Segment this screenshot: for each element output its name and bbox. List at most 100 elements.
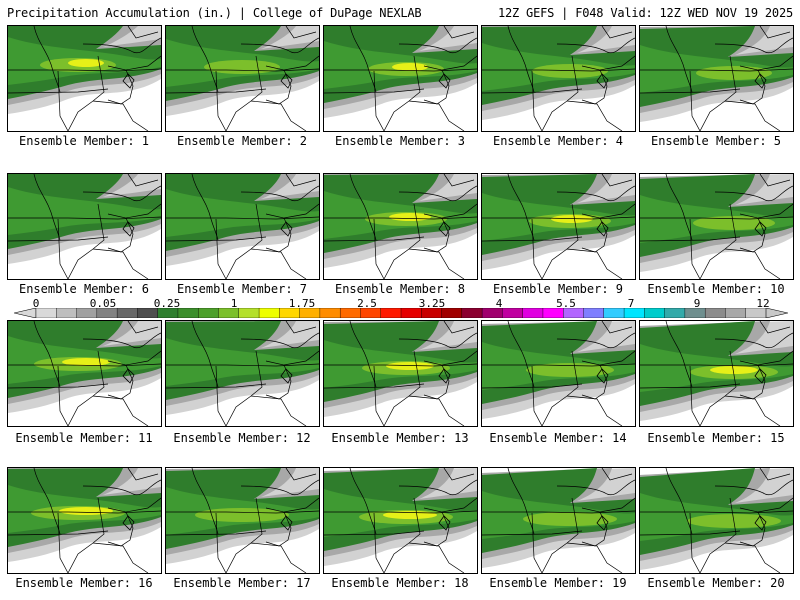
ensemble-member-label: Ensemble Member: 15	[647, 431, 785, 445]
colorbar-tick-label: 5.5	[556, 297, 576, 310]
precip-map-graphic	[8, 321, 161, 426]
ensemble-member-map	[481, 25, 636, 132]
ensemble-member-label: Ensemble Member: 20	[647, 576, 785, 590]
precip-map-graphic	[482, 26, 635, 131]
colorbar-tick-label: 12	[756, 297, 770, 310]
colorbar-swatch	[481, 308, 503, 318]
ensemble-member-map	[7, 173, 162, 280]
colorbar-tick-label: 2.5	[357, 297, 377, 310]
precip-map-graphic	[166, 468, 319, 573]
ensemble-member-map	[165, 25, 320, 132]
precip-map-graphic	[166, 174, 319, 279]
colorbar-swatch	[177, 308, 199, 318]
colorbar-swatch	[218, 308, 240, 318]
precip-map-graphic	[482, 468, 635, 573]
colorbar-swatch	[258, 308, 280, 318]
colorbar-swatch	[725, 308, 747, 318]
ensemble-member-label: Ensemble Member: 3	[334, 134, 466, 148]
colorbar-swatch	[563, 308, 585, 318]
product-title: Precipitation Accumulation (in.) | Colle…	[7, 6, 422, 20]
ensemble-member-label: Ensemble Member: 11	[15, 431, 153, 445]
ensemble-member-label: Ensemble Member: 14	[489, 431, 627, 445]
colorbar-tick-label: 0	[32, 297, 40, 310]
ensemble-member-map	[639, 467, 794, 574]
precip-map-graphic	[640, 26, 793, 131]
colorbar-swatch	[400, 308, 422, 318]
ensemble-member-label: Ensemble Member: 18	[331, 576, 469, 590]
ensemble-member-label: Ensemble Member: 13	[331, 431, 469, 445]
colorbar-swatch	[664, 308, 686, 318]
colorbar-under-arrow	[14, 308, 37, 318]
colorbar-swatch	[623, 308, 645, 318]
ensemble-member-map	[639, 25, 794, 132]
colorbar-swatch	[360, 308, 382, 318]
colorbar-swatch	[502, 308, 524, 318]
precip-map-graphic	[166, 26, 319, 131]
colorbar-swatch	[441, 308, 463, 318]
colorbar-swatch	[461, 308, 483, 318]
colorbar-tick-label: 0.25	[153, 297, 181, 310]
ensemble-member-label: Ensemble Member: 5	[650, 134, 782, 148]
colorbar-swatch	[96, 308, 118, 318]
ensemble-member-map	[323, 25, 478, 132]
precip-map-graphic	[324, 468, 477, 573]
precip-map-graphic	[324, 26, 477, 131]
ensemble-member-label: Ensemble Member: 12	[173, 431, 311, 445]
ensemble-member-map	[323, 467, 478, 574]
precip-map-graphic	[8, 468, 161, 573]
colorbar-swatch	[76, 308, 98, 318]
ensemble-member-label: Ensemble Member: 7	[176, 282, 308, 296]
colorbar-swatch	[319, 308, 341, 318]
colorbar	[14, 308, 788, 318]
colorbar-swatch	[157, 308, 179, 318]
ensemble-member-map	[165, 173, 320, 280]
colorbar-swatch	[421, 308, 443, 318]
colorbar-swatch	[684, 308, 706, 318]
colorbar-swatch	[644, 308, 666, 318]
ensemble-member-map	[481, 467, 636, 574]
colorbar-tick-label: 4	[495, 297, 503, 310]
ensemble-member-map	[481, 320, 636, 427]
colorbar-swatch	[704, 308, 726, 318]
ensemble-member-map	[7, 320, 162, 427]
colorbar-swatch	[380, 308, 402, 318]
colorbar-labels: 0 0.05 0.25 1 1.75 2.5 3.25 4 5.5 7 9 12	[0, 297, 800, 310]
colorbar-tick-label: 1.75	[288, 297, 316, 310]
precip-map-graphic	[482, 174, 635, 279]
precip-map-graphic	[324, 321, 477, 426]
colorbar-tick-label: 0.05	[89, 297, 117, 310]
ensemble-member-label: Ensemble Member: 17	[173, 576, 311, 590]
precip-map-graphic	[166, 321, 319, 426]
colorbar-swatch	[339, 308, 361, 318]
ensemble-member-label: Ensemble Member: 19	[489, 576, 627, 590]
precip-map-graphic	[482, 321, 635, 426]
ensemble-member-map	[639, 173, 794, 280]
colorbar-swatch	[137, 308, 159, 318]
precip-map-graphic	[8, 174, 161, 279]
colorbar-swatch	[522, 308, 544, 318]
precip-map-graphic	[8, 26, 161, 131]
ensemble-member-map	[7, 467, 162, 574]
colorbar-over-arrow	[765, 308, 788, 318]
precip-map-graphic	[324, 174, 477, 279]
ensemble-member-map	[639, 320, 794, 427]
ensemble-member-label: Ensemble Member: 1	[18, 134, 150, 148]
colorbar-swatch	[56, 308, 78, 318]
ensemble-member-map	[323, 320, 478, 427]
colorbar-swatch	[603, 308, 625, 318]
colorbar-swatch	[35, 308, 57, 318]
colorbar-swatch	[279, 308, 301, 318]
colorbar-swatch	[745, 308, 767, 318]
ensemble-member-label: Ensemble Member: 10	[647, 282, 785, 296]
colorbar-swatch	[583, 308, 605, 318]
colorbar-tick-label: 1	[230, 297, 238, 310]
ensemble-member-label: Ensemble Member: 16	[15, 576, 153, 590]
precip-map-graphic	[640, 321, 793, 426]
ensemble-member-label: Ensemble Member: 4	[492, 134, 624, 148]
ensemble-member-label: Ensemble Member: 6	[18, 282, 150, 296]
colorbar-swatch	[116, 308, 138, 318]
ensemble-member-map	[165, 467, 320, 574]
valid-time: 12Z GEFS | F048 Valid: 12Z WED NOV 19 20…	[497, 6, 793, 20]
ensemble-member-label: Ensemble Member: 8	[334, 282, 466, 296]
